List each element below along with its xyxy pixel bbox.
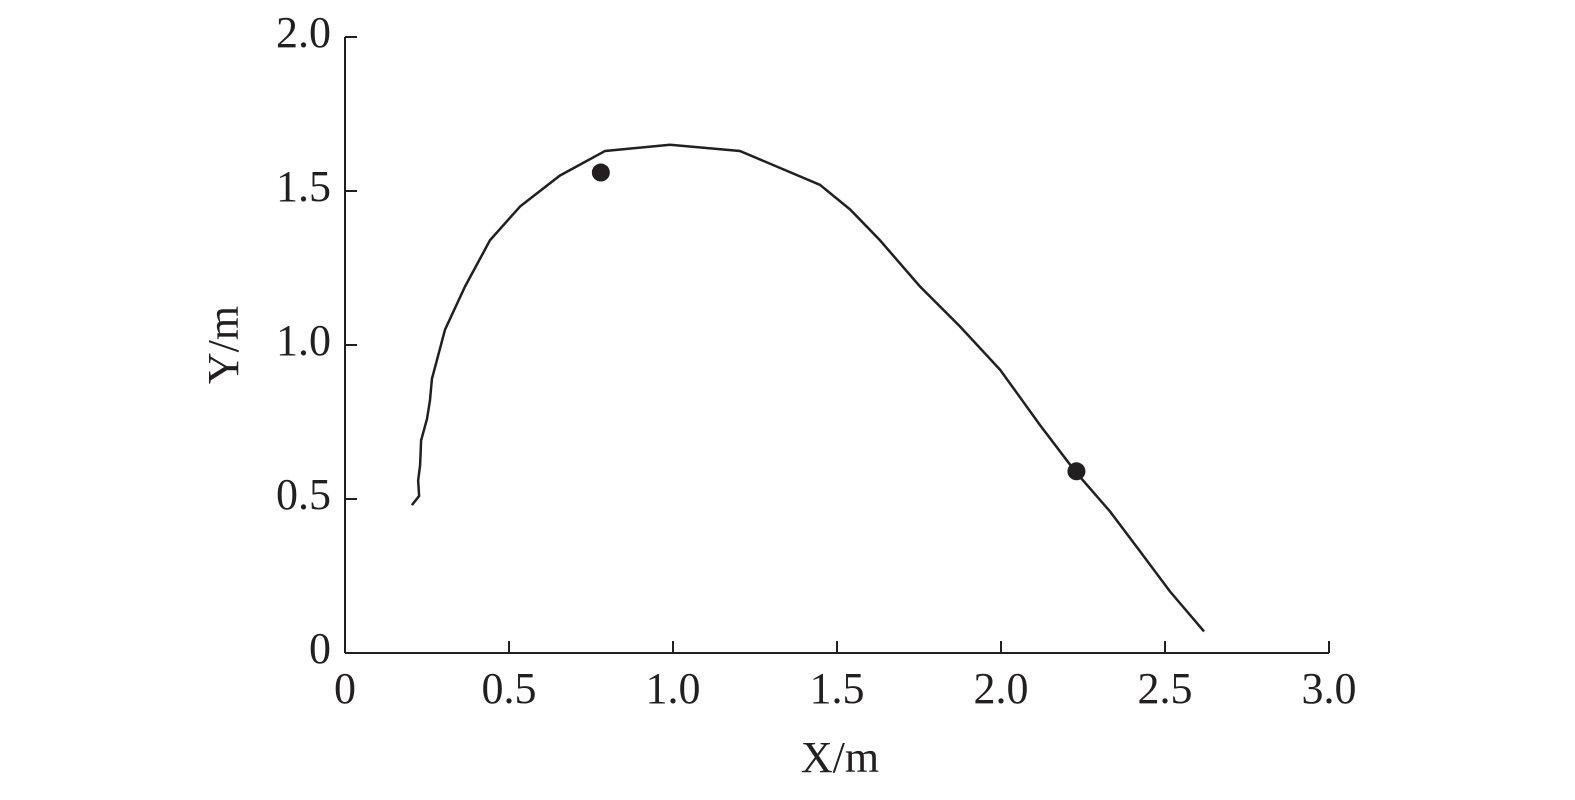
x-tick-label: 2.5 [1138, 664, 1193, 713]
y-tick-label: 0 [309, 624, 331, 673]
y-tick-label: 1.0 [276, 316, 331, 365]
scatter-point [1067, 462, 1086, 481]
y-axis-label: Y/m [199, 306, 248, 384]
x-tick-label: 0.5 [482, 664, 537, 713]
x-tick-label: 1.0 [646, 664, 701, 713]
x-tick-label: 1.5 [810, 664, 865, 713]
x-axis-label: X/m [801, 733, 879, 782]
y-tick-label: 1.5 [276, 162, 331, 211]
y-tick-label: 0.5 [276, 470, 331, 519]
x-tick-label: 3.0 [1302, 664, 1357, 713]
x-tick-label: 2.0 [974, 664, 1029, 713]
trajectory-line [410, 143, 1205, 633]
x-tick-label: 0 [334, 664, 356, 713]
y-tick-label: 2.0 [276, 8, 331, 57]
scatter-point [591, 163, 610, 182]
